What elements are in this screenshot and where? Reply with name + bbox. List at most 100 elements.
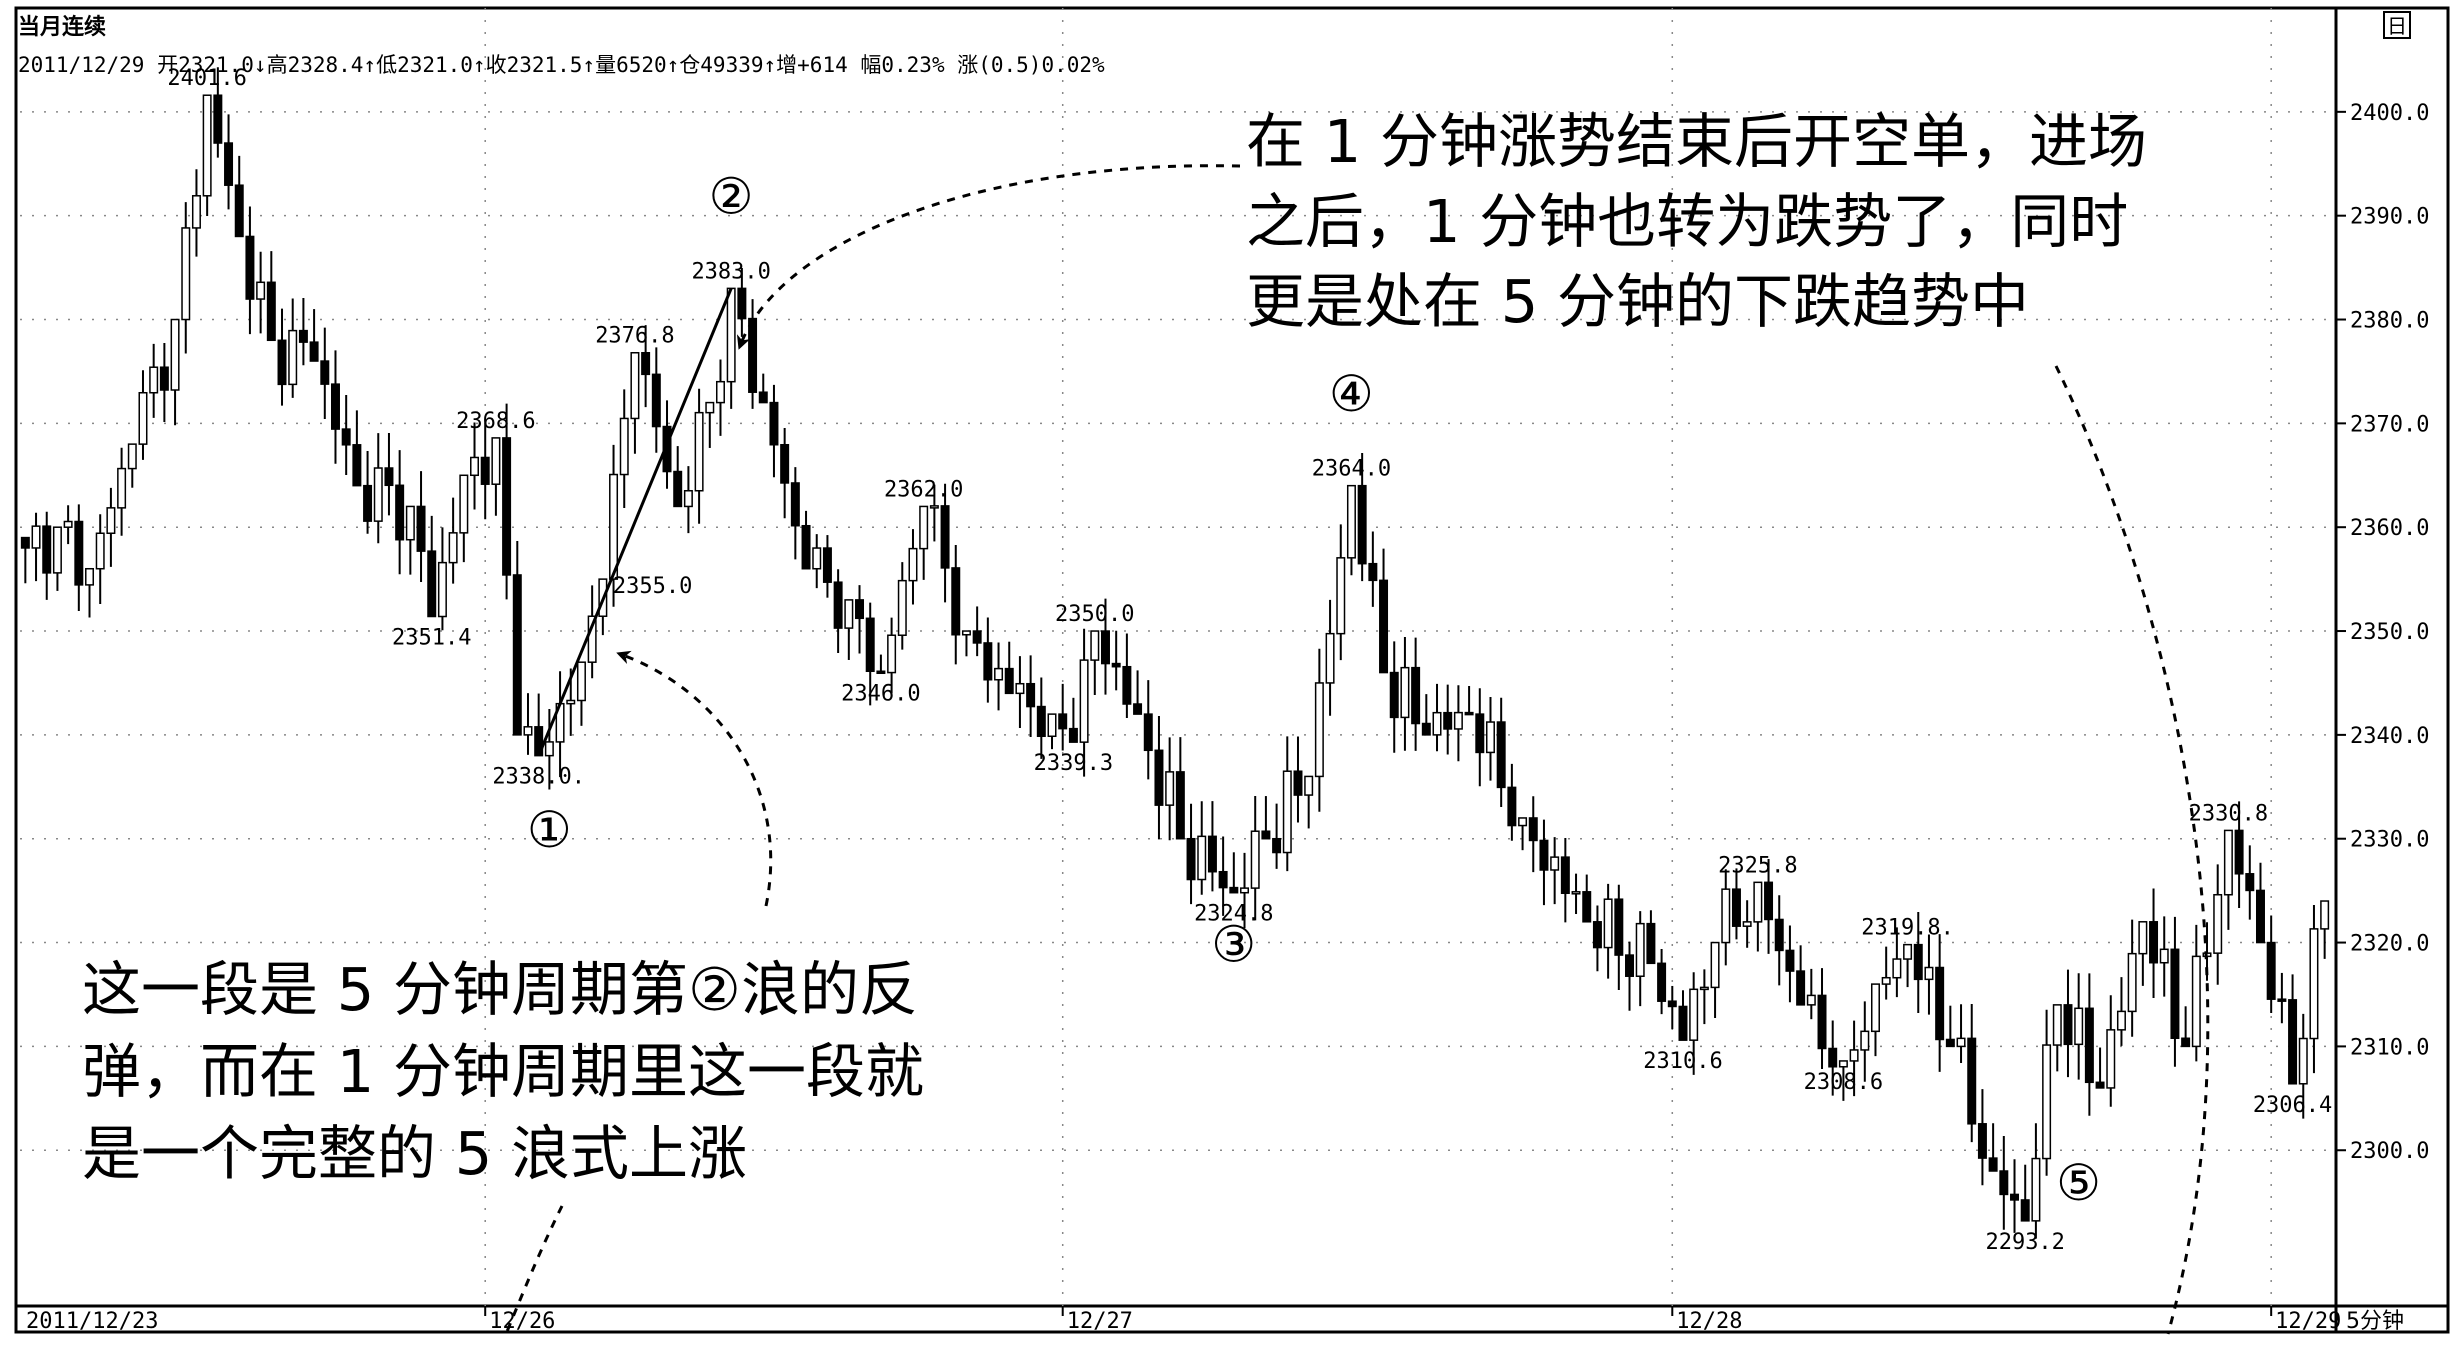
candle-body [1068,727,1078,743]
candle-body [961,630,971,636]
candle-body [1838,1060,1848,1068]
wave-markers: ① ② ③ ④ ⑤ [527,168,2101,1212]
candle-body [726,287,736,383]
candle-body [769,401,779,446]
price-label: 2325.8 [1718,853,1797,878]
candle-body [694,411,704,492]
candle-body [2074,1007,2084,1046]
candle-body [491,437,501,485]
x-tick-label: 2011/12/23 [26,1309,158,1334]
candle-body [95,532,105,570]
y-tick-label: 2360.0 [2350,516,2429,541]
y-tick-label: 2380.0 [2350,309,2429,334]
candle-body [1849,1049,1859,1062]
x-tick-label: 5分钟 [2346,1309,2404,1334]
price-label: 2324.8 [1194,902,1273,927]
candle-body [1379,579,1389,674]
candle-body [480,456,490,485]
candle-body [1999,1170,2009,1196]
candle-body [801,524,811,570]
price-label: 2368.6 [456,409,535,434]
candle-body [1582,891,1592,923]
candle-body [2042,1044,2052,1160]
candle-body [1956,1037,1966,1048]
wave-marker: ② [709,168,754,226]
candle-body [1004,667,1014,695]
candle-body [1475,713,1485,754]
candle-body [822,547,832,583]
candle-body [127,443,137,470]
candle-body [1036,705,1046,738]
annotation-top-right: 在 1 分钟涨势结束后开空单，进场 之后，1 分钟也转为跌势了，同时 更是处在 … [1246,107,2147,336]
candle-body [1400,666,1410,719]
candle-body [330,383,340,430]
x-tick-label: 12/28 [1676,1309,1742,1334]
candle-body [673,470,683,508]
y-tick-label: 2390.0 [2350,205,2429,230]
candle-body [748,317,758,393]
candle-body [1539,839,1549,871]
candle-body [780,443,790,484]
candle-body [2020,1199,2030,1222]
wave-marker: ③ [1211,915,1256,973]
candle-body [1496,721,1506,789]
candle-body [2191,955,2201,1048]
overlays [537,287,733,757]
candle-body [1165,771,1175,806]
candle-body [1218,870,1228,889]
candle-body [191,195,201,229]
candle-body [448,532,458,564]
candle-body [1806,994,1816,1006]
candle-body [758,391,768,404]
wave-marker: ④ [1329,365,1374,423]
x-tick-label: 12/29 [2275,1309,2341,1334]
x-tick-label: 12/26 [489,1309,555,1334]
candle-body [1828,1047,1838,1068]
candle-body [1731,888,1741,927]
candle-body [1892,958,1902,979]
candle-body [234,184,244,238]
candle-body [1924,966,1934,981]
candle-body [1304,775,1314,796]
candle-body [1796,970,1806,1006]
arrow-to-entry [736,164,1241,350]
candle-body [2277,998,2287,1002]
candle-body [1240,887,1250,894]
period-toggle-button[interactable] [2383,11,2411,39]
candle-body [619,417,629,476]
candle-body [1988,1157,1998,1172]
candle-body [641,351,651,376]
candle-body [309,341,319,362]
candle-body [1678,1005,1688,1041]
candle-body [470,456,480,477]
candle-body [2170,948,2180,1040]
arrow-to-wave-segment [616,650,773,907]
candle-body [737,287,747,320]
candle-body [1015,682,1025,695]
price-label: 2330.8 [2189,801,2268,826]
candle-body [983,642,993,681]
candle-body [405,505,415,541]
ohlc-readout: 2011/12/29 开2321.0↓高2328.4↑低2321.0↑收2321… [18,53,1105,77]
candle-body [52,526,62,574]
chart-title: 当月连续 [18,14,106,40]
candle-body [1336,557,1346,635]
price-label: 2346.0 [841,682,920,707]
candle-body [384,467,394,487]
candle-body [1550,856,1560,871]
candle-body [1143,713,1153,752]
candle-body [1625,954,1635,977]
price-label: 2339.3 [1034,751,1113,776]
candle-body [1293,770,1303,796]
candle-body [544,741,554,757]
candle-body [715,380,725,404]
candle-body [2213,893,2223,954]
candle-body [1860,1030,1870,1051]
candle-body [908,547,918,582]
y-tick-label: 2340.0 [2350,724,2429,749]
candle-body [2095,1081,2105,1089]
y-tick-label: 2330.0 [2350,828,2429,853]
candle-body [2234,829,2244,875]
candle-body [1721,888,1731,944]
candle-body [2309,928,2319,1040]
